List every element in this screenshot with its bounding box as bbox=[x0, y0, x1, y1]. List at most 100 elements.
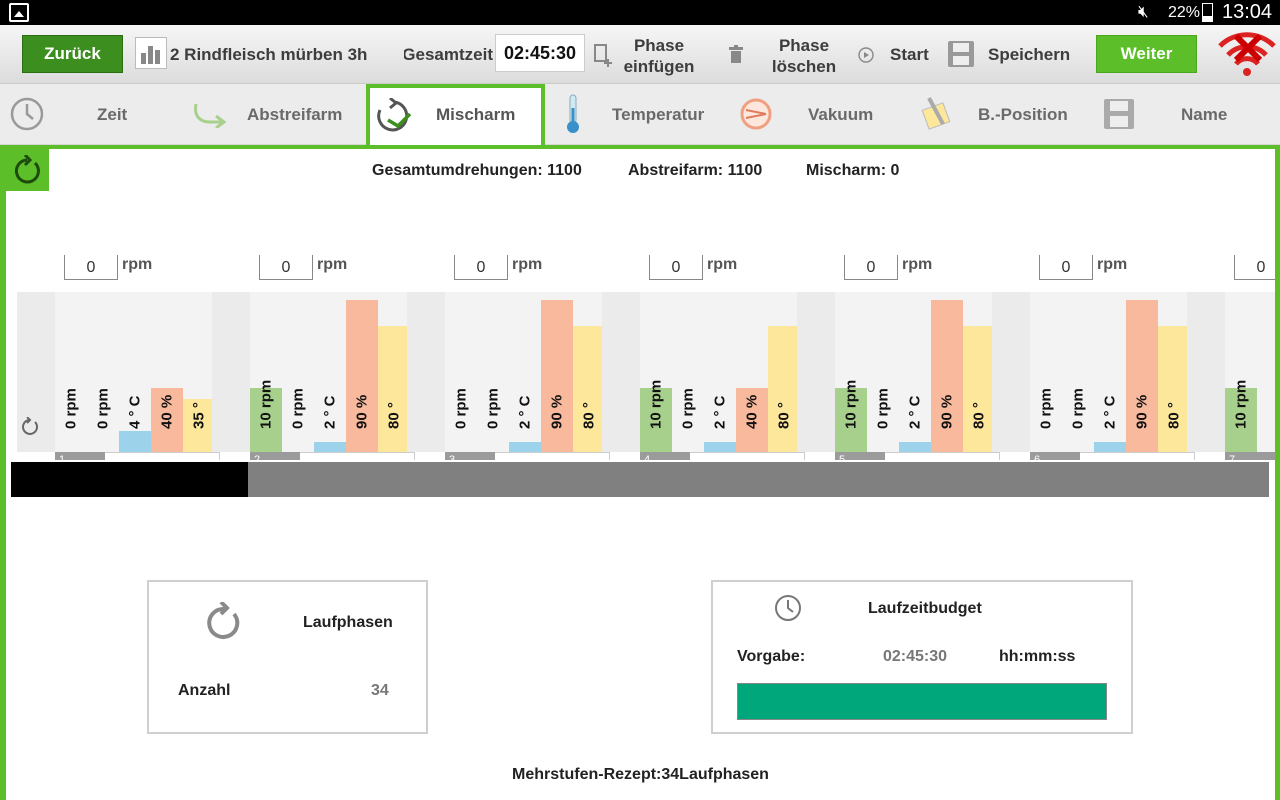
tab-name[interactable]: Name bbox=[1095, 84, 1280, 145]
tab-vakuum-label: Vakuum bbox=[808, 105, 874, 124]
phase-time-value[interactable]: 00:05:00 bbox=[495, 459, 599, 460]
tab-name-label: Name bbox=[1181, 105, 1228, 124]
phase-bar bbox=[250, 388, 282, 452]
phase-chart: 0 rpm 0 rpm 4 ° C 40 % 35 ° bbox=[17, 292, 220, 452]
next-button[interactable]: Weiter bbox=[1096, 35, 1197, 73]
phase-bar bbox=[1158, 326, 1190, 452]
phase-time-box[interactable]: 00:05:00hh:mm:ss bbox=[885, 452, 1000, 460]
start-button[interactable]: Start bbox=[890, 45, 929, 64]
phase-bar-label: 4 ° C bbox=[126, 395, 144, 429]
phase-bar-label: 2 ° C bbox=[1101, 395, 1119, 429]
rpm-input[interactable]: 0 bbox=[649, 255, 703, 280]
rpm-unit-label: rpm bbox=[707, 256, 738, 273]
rotate-icon bbox=[14, 155, 40, 184]
tab-mischarm[interactable]: Mischarm bbox=[366, 84, 545, 145]
rpm-input[interactable]: 0 bbox=[1039, 255, 1093, 280]
phase-bar-label: 35 ° bbox=[190, 402, 208, 429]
tab-b-position-label: B.-Position bbox=[978, 105, 1068, 124]
phase-number[interactable]: 1 bbox=[55, 452, 105, 460]
rpm-input[interactable]: 0 bbox=[259, 255, 313, 280]
phase-bar-label: 80 ° bbox=[775, 402, 793, 429]
toolbar: Zurück 2 Rindfleisch mürben 3h Gesamtzei… bbox=[0, 25, 1280, 84]
phase-bar bbox=[835, 388, 867, 452]
phase-number[interactable]: 2 bbox=[250, 452, 300, 460]
tab-vakuum[interactable]: Vakuum bbox=[729, 84, 913, 145]
phase-time-box[interactable]: 00:05:00hh:mm:ss bbox=[495, 452, 610, 460]
phase-bar-label: 2 ° C bbox=[516, 395, 534, 429]
tab-abstreifarm-label: Abstreifarm bbox=[247, 105, 343, 124]
phase-number[interactable]: 4 bbox=[640, 452, 690, 460]
rpm-unit-label: rpm bbox=[317, 256, 348, 273]
insert-phase-line2: einfügen bbox=[623, 57, 695, 76]
total-time-value[interactable]: 02:45:30 bbox=[495, 34, 585, 72]
rpm-input[interactable]: 0 bbox=[844, 255, 898, 280]
phase-bar-label: 10 rpm bbox=[647, 379, 665, 429]
phase-chart: 0 rpm 0 rpm 2 ° C 90 % 80 ° bbox=[992, 292, 1195, 452]
count-label: Anzahl bbox=[178, 682, 231, 699]
tab-zeit[interactable]: Zeit bbox=[0, 84, 180, 145]
vacuum-gauge-icon bbox=[739, 97, 773, 136]
save-icon[interactable] bbox=[946, 39, 976, 74]
gallery-icon bbox=[9, 3, 29, 22]
wifi-disconnected-icon[interactable] bbox=[1216, 28, 1278, 87]
phase-number[interactable]: 5 bbox=[835, 452, 885, 460]
phase-bar-label: 10 rpm bbox=[842, 379, 860, 429]
phase-number[interactable]: 7 bbox=[1225, 452, 1275, 460]
phase-bar-label: 10 rpm bbox=[1232, 379, 1250, 429]
rpm-input[interactable]: 0 bbox=[454, 255, 508, 280]
phase-time-value[interactable]: 00:05:00 bbox=[690, 459, 794, 460]
phase-time-box[interactable]: 00:05:00hh:mm:ss bbox=[1080, 452, 1195, 460]
phase-progress-bar[interactable] bbox=[11, 462, 1269, 497]
rpm-input[interactable]: 0 bbox=[1234, 255, 1275, 280]
target-label: Vorgabe: bbox=[737, 648, 806, 665]
budget-title: Laufzeitbudget bbox=[868, 600, 982, 617]
chart-icon[interactable] bbox=[135, 37, 167, 69]
trash-icon[interactable] bbox=[728, 45, 744, 70]
insert-phase-button[interactable]: Phase einfügen bbox=[623, 35, 695, 77]
play-icon[interactable] bbox=[858, 47, 874, 68]
rotation-mode-button[interactable] bbox=[6, 149, 49, 191]
tab-temperatur[interactable]: Temperatur bbox=[545, 84, 729, 145]
rpm-unit-label: rpm bbox=[1097, 256, 1128, 273]
phase-time-value[interactable]: 00:05:00 bbox=[300, 459, 404, 460]
tab-b-position[interactable]: B.-Position bbox=[913, 84, 1095, 145]
mixing-arm-rotations: Mischarm: 0 bbox=[806, 162, 900, 179]
back-button[interactable]: Zurück bbox=[22, 35, 123, 73]
insert-phase-icon[interactable] bbox=[593, 43, 615, 74]
insert-phase-line1: Phase bbox=[633, 36, 685, 55]
recipe-name[interactable]: 2 Rindfleisch mürben 3h bbox=[170, 45, 368, 64]
rpm-input[interactable]: 0 bbox=[64, 255, 118, 280]
main-content: Gesamtumdrehungen: 1100 Abstreifarm: 110… bbox=[0, 145, 1280, 800]
phase-bar bbox=[119, 431, 151, 452]
phase-number[interactable]: 3 bbox=[445, 452, 495, 460]
phase-bar-label: 2 ° C bbox=[711, 395, 729, 429]
mute-icon: 🔇︎ bbox=[1138, 2, 1149, 21]
phase-bar bbox=[899, 442, 931, 452]
tab-mischarm-label: Mischarm bbox=[436, 105, 516, 124]
tab-abstreifarm[interactable]: Abstreifarm bbox=[180, 84, 366, 145]
phase-time-box[interactable]: 00:05:00hh:mm:ss bbox=[300, 452, 415, 460]
phase-bar-label: 0 rpm bbox=[874, 388, 892, 429]
phase-bar-label: 0 rpm bbox=[452, 388, 470, 429]
phase-time-box[interactable]: 00:05:00hh:mm:ss bbox=[690, 452, 805, 460]
phase-time-value[interactable]: 00:05:00 bbox=[1080, 459, 1184, 460]
delete-phase-button[interactable]: Phase löschen bbox=[768, 35, 840, 77]
rpm-unit-label: rpm bbox=[902, 256, 933, 273]
phase-bar bbox=[346, 300, 378, 452]
save-button[interactable]: Speichern bbox=[988, 45, 1071, 64]
phase-bar bbox=[378, 326, 410, 452]
phase-bar bbox=[768, 326, 800, 452]
phase-number[interactable]: 6 bbox=[1030, 452, 1080, 460]
phase-time-value[interactable]: 00:00:30 bbox=[105, 459, 209, 460]
delete-phase-line2: löschen bbox=[771, 57, 837, 76]
phase-time-value[interactable]: 00:05:00 bbox=[885, 459, 989, 460]
